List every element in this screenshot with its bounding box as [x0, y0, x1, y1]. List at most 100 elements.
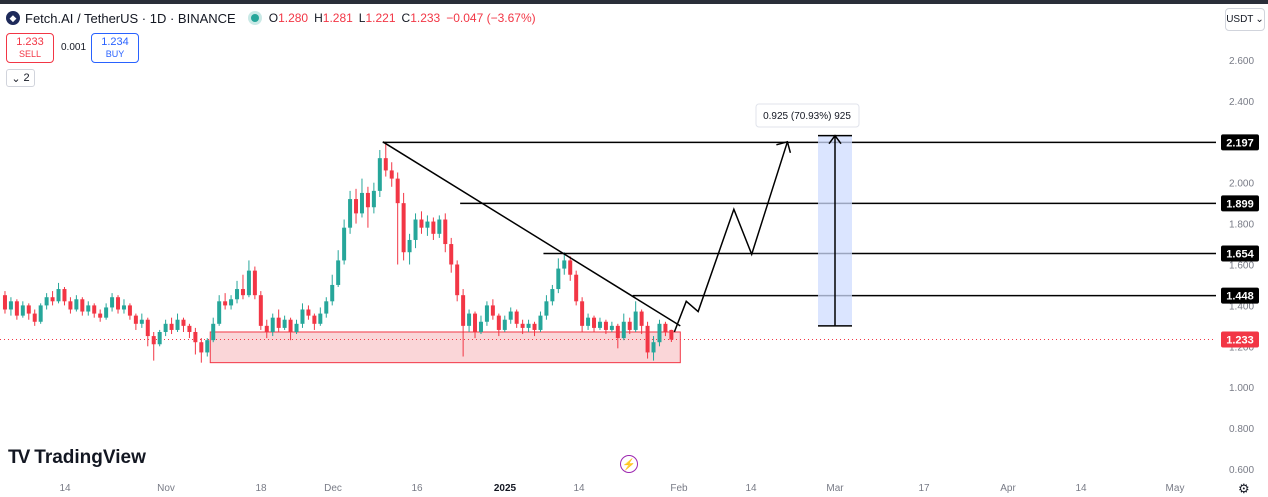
candle — [627, 317, 632, 335]
ohlc-low: L1.221 — [358, 11, 396, 25]
tradingview-logo[interactable]: TV TradingView — [8, 447, 146, 469]
candle-body — [312, 315, 317, 324]
measure-label: 0.925 (70.93%) 925 — [755, 103, 860, 128]
candle-body — [449, 244, 454, 265]
candle-body — [98, 313, 103, 318]
price-axis: 2.6002.4002.2002.0001.8001.6001.4001.200… — [1229, 56, 1254, 476]
candle — [110, 293, 115, 312]
candle-body — [306, 309, 311, 316]
candle-body — [502, 319, 507, 330]
chevron-down-icon: ⌄ — [11, 72, 21, 85]
candle-body — [455, 264, 460, 296]
candle-body — [300, 309, 305, 324]
candle-body — [556, 268, 561, 290]
candle — [609, 321, 614, 332]
candle — [496, 313, 501, 337]
measure-label-box — [755, 103, 860, 128]
sell-button[interactable]: 1.233 SELL — [6, 33, 54, 63]
candle — [544, 295, 549, 320]
candle-body — [276, 317, 281, 328]
candle — [151, 331, 156, 361]
projection-arrowhead — [776, 140, 792, 153]
currency-selector[interactable]: USDT ⌄ — [1225, 8, 1265, 31]
candle-body — [336, 260, 341, 285]
candle-body — [324, 301, 329, 314]
candle-body — [68, 301, 73, 310]
tradingview-mark-icon: TV — [8, 447, 30, 468]
candle-body — [32, 313, 37, 322]
lightning-icon[interactable]: ⚡ — [620, 455, 638, 473]
chevron-down-icon: ⌄ — [1255, 14, 1264, 25]
price-labels-layer: 2.197 1.899 1.654 1.448 1.233 — [1221, 134, 1259, 348]
level-price-label-box — [1221, 287, 1259, 304]
candle-body — [121, 305, 126, 310]
candle-body — [478, 321, 483, 332]
candle-body — [401, 203, 406, 253]
candle-body — [526, 323, 531, 328]
spread-value: 0.001 — [61, 42, 87, 53]
buy-button[interactable]: 1.234 BUY — [91, 33, 139, 63]
ohlc-high: H1.281 — [314, 11, 353, 25]
candle — [68, 297, 73, 314]
candle-body — [193, 331, 198, 343]
indicators-toggle[interactable]: ⌄ 2 — [6, 69, 35, 87]
candle-body — [377, 158, 382, 191]
x-tick-label: 18 — [255, 483, 267, 494]
buy-price: 1.234 — [101, 36, 129, 48]
candle — [568, 256, 573, 281]
candle-body — [240, 289, 245, 296]
candle-body — [425, 221, 430, 228]
candle-body — [419, 219, 424, 228]
top-bar — [0, 0, 1268, 4]
candle-body — [627, 321, 632, 330]
candle — [50, 291, 55, 306]
candle-body — [181, 319, 186, 326]
candle — [377, 149, 382, 198]
candle-body — [62, 289, 67, 302]
symbol-title[interactable]: Fetch.AI / TetherUS · 1D · BINANCE — [25, 10, 236, 26]
gear-icon[interactable]: ⚙ — [1238, 481, 1250, 496]
measure-label-text: 0.925 (70.93%) 925 — [763, 111, 851, 122]
candle — [2, 291, 7, 314]
candle — [193, 327, 198, 355]
candle-body — [431, 221, 436, 234]
candle — [663, 321, 668, 337]
candle — [603, 319, 608, 335]
candle-body — [592, 317, 597, 328]
candle — [139, 313, 144, 328]
x-tick-label: 16 — [411, 483, 423, 494]
candle-body — [413, 219, 418, 240]
candle-body — [163, 323, 168, 332]
candle — [288, 317, 293, 341]
candle-body — [14, 301, 19, 316]
candle — [318, 307, 323, 326]
candle-body — [20, 305, 25, 316]
candle-body — [151, 336, 156, 345]
x-tick-label: 14 — [59, 483, 71, 494]
candle-body — [258, 295, 263, 326]
candle — [282, 315, 287, 330]
candle-body — [223, 301, 228, 306]
candle-body — [270, 317, 275, 332]
candle — [401, 192, 406, 261]
candle — [508, 307, 513, 324]
candle-body — [139, 319, 144, 324]
candle-body — [371, 190, 376, 208]
candle — [478, 315, 483, 335]
candle — [657, 319, 662, 347]
candle-body — [348, 199, 353, 228]
candle-body — [633, 311, 638, 330]
level-price-label-box — [1221, 245, 1259, 262]
candle — [246, 260, 251, 298]
support-zone — [209, 331, 681, 364]
candle — [407, 233, 412, 265]
time-axis: 14 Nov 18 Dec 16 2025 14 Feb 14 Mar 17 Apr 14 May — [59, 483, 1184, 494]
indicators-count: 2 — [23, 72, 30, 84]
candle-body — [609, 325, 614, 330]
y-tick-label: 2.400 — [1229, 97, 1254, 108]
candle-body — [473, 313, 478, 332]
candle-body — [354, 199, 359, 214]
candle-body — [288, 319, 293, 332]
y-tick-label: 1.000 — [1229, 383, 1254, 394]
